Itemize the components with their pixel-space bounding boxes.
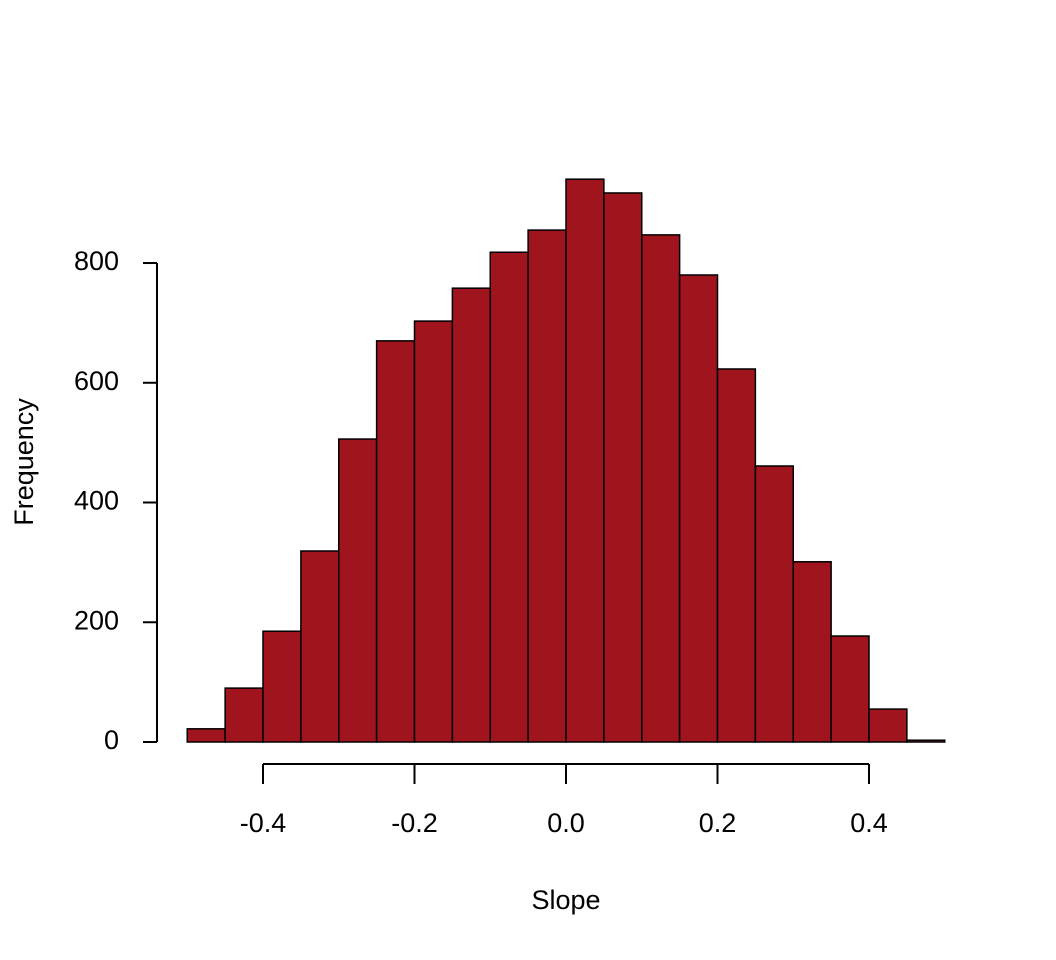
bar — [603, 192, 643, 743]
bar — [792, 561, 832, 743]
bar — [830, 635, 870, 743]
y-tick-label: 600 — [74, 366, 119, 396]
bar — [906, 739, 946, 743]
bar — [641, 234, 681, 743]
y-tick-label: 800 — [74, 246, 119, 276]
bar — [678, 274, 719, 743]
x-tick-label: 0.4 — [850, 808, 888, 838]
y-axis-label: Frequency — [9, 398, 39, 526]
x-tick-label: 0.0 — [547, 808, 585, 838]
bar — [489, 251, 529, 743]
bar — [413, 320, 454, 743]
bar — [527, 229, 567, 743]
y-tick-label: 200 — [74, 605, 119, 635]
bar — [451, 287, 491, 743]
x-tick-label: -0.2 — [391, 808, 438, 838]
bar — [565, 178, 605, 743]
bar — [716, 368, 757, 743]
x-tick-label: 0.2 — [699, 808, 737, 838]
bar — [186, 728, 226, 743]
bar — [375, 340, 416, 743]
bar — [224, 687, 264, 743]
y-tick-label: 0 — [104, 725, 119, 755]
x-tick-label: -0.4 — [240, 808, 287, 838]
bar — [868, 708, 908, 743]
bar — [754, 465, 794, 743]
bar — [300, 550, 340, 743]
x-axis-label: Slope — [531, 885, 600, 915]
bar — [338, 438, 378, 743]
y-tick-label: 400 — [74, 486, 119, 516]
bar — [262, 630, 302, 743]
